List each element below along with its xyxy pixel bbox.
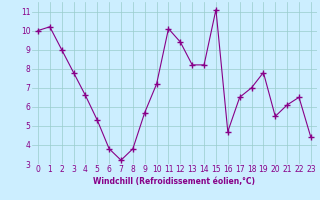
X-axis label: Windchill (Refroidissement éolien,°C): Windchill (Refroidissement éolien,°C): [93, 177, 255, 186]
